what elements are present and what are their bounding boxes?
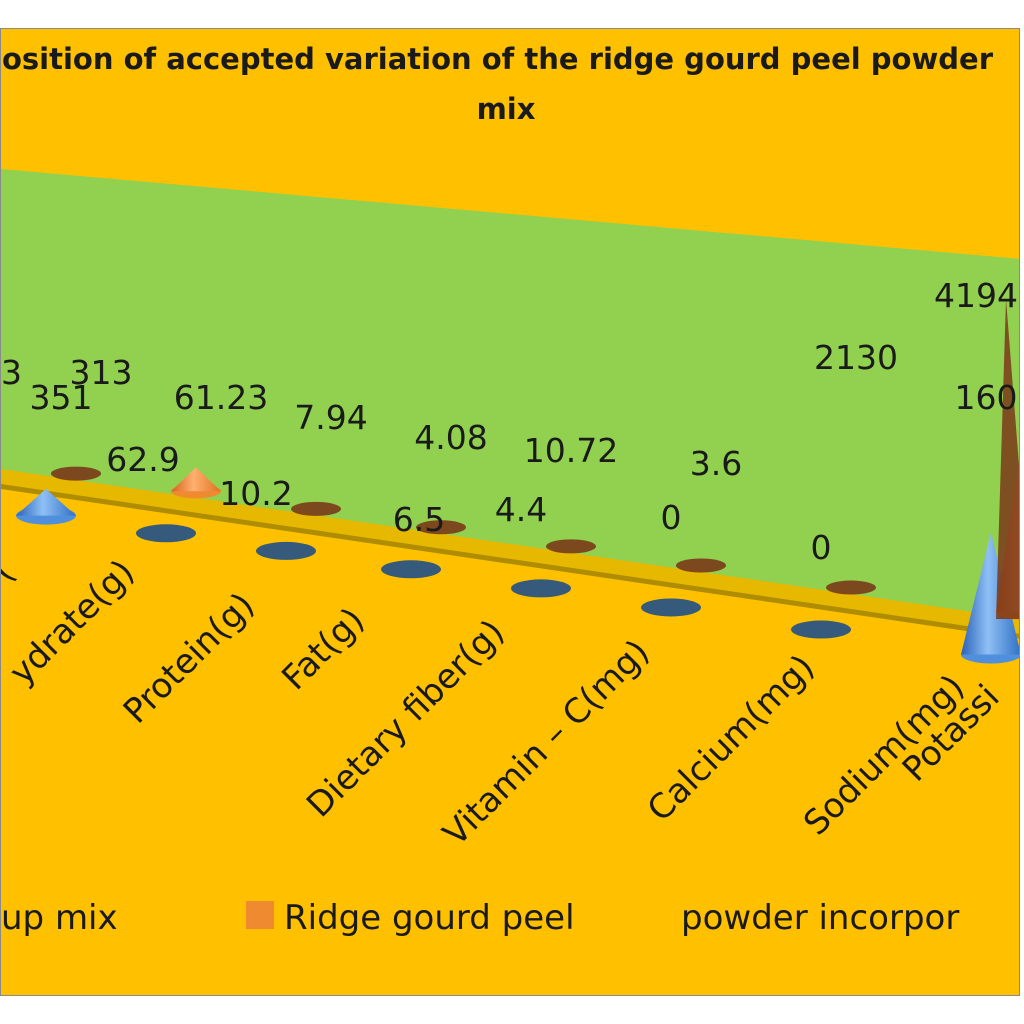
data-label: 10.72 (524, 431, 618, 470)
bar-up-mix-6 (641, 598, 701, 617)
bar-up-mix-1 (16, 488, 76, 516)
bar-ridge-gourd-7 (826, 580, 876, 595)
data-label: 7.94 (294, 398, 367, 437)
bar-up-mix-2 (136, 524, 196, 543)
bar-ridge-gourd-4 (416, 520, 466, 535)
bar-ridge-gourd-1 (51, 466, 101, 481)
data-label: 0 (661, 498, 682, 537)
legend-label: Ridge gourd peel (284, 898, 575, 938)
bar-up-mix-4 (381, 560, 441, 579)
category-label: Protein(g) (116, 585, 263, 732)
data-label: 10.2 (219, 474, 292, 513)
data-label: 351 (30, 378, 93, 417)
chart-marks: 351 62.9 10.2 6.5 4.4 0 0 160 53 313 61.23 7.94 4.08… (1, 276, 1019, 664)
category-label: Fat(g) (274, 600, 372, 698)
category-label: ( (1, 552, 22, 590)
bar-powder-8 (996, 299, 1019, 619)
bar-up-mix-8 (961, 532, 1019, 655)
category-label: Calcium(mg) (640, 647, 822, 829)
data-label: 2130 (814, 338, 898, 377)
data-label: 6.5 (393, 500, 445, 539)
bar-ridge-gourd-3 (291, 501, 341, 516)
legend-swatch (246, 901, 274, 929)
data-label: 53 (1, 353, 22, 392)
bar-up-mix-3 (256, 541, 316, 560)
data-label: 313 (70, 353, 133, 392)
data-label-peak: 4194 (934, 276, 1018, 315)
data-label: 61.23 (174, 378, 268, 417)
chart-legend: up mix Ridge gourd peel powder incorpor (1, 898, 959, 938)
data-label: 0 (811, 528, 832, 567)
chart-back-wall (1, 169, 1019, 639)
bar-ridge-gourd-5 (546, 539, 596, 554)
bar-up-mix-7 (791, 620, 851, 639)
data-label: 62.9 (106, 440, 179, 479)
chart-frame: osition of accepted variation of the rid… (0, 28, 1020, 996)
data-label: 160 (955, 378, 1018, 417)
data-label: 3.6 (690, 444, 742, 483)
chart-svg: osition of accepted variation of the rid… (1, 42, 1019, 938)
legend-label: powder incorpor (681, 898, 959, 938)
data-label: 4.4 (495, 490, 547, 529)
bar-up-mix-5 (511, 579, 571, 598)
legend-label: up mix (1, 898, 118, 938)
category-label: ydrate(g) (2, 552, 143, 693)
bar-ridge-gourd-2 (171, 467, 221, 492)
data-label: 4.08 (414, 418, 487, 457)
chart-title: osition of accepted variation of the rid… (2, 42, 994, 76)
bar-ridge-gourd-6 (676, 558, 726, 573)
chart-floor-front (1, 484, 1019, 639)
chart-title-line2: mix (477, 92, 536, 126)
